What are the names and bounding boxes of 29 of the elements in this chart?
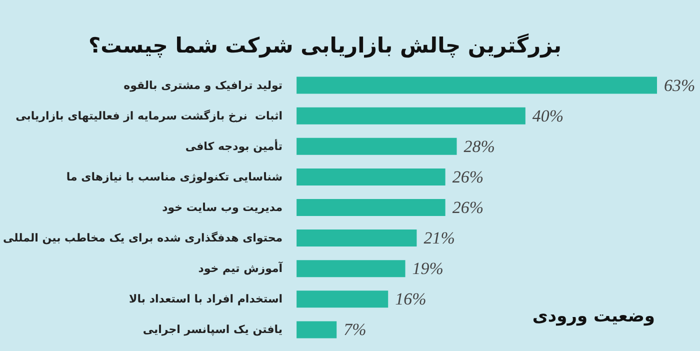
data-label: 19%: [412, 259, 444, 278]
data-label: 7%: [344, 320, 366, 340]
y-tick-label: محتوای هدفگذاری شده برای یک مخاطب بین المللی: [2, 232, 283, 245]
bar: [296, 260, 406, 278]
bar: [296, 107, 526, 124]
y-tick-label: مدیریت وب سایت خود: [162, 201, 283, 214]
data-label: 40%: [532, 106, 564, 126]
y-tick-label: تأمین بودجه کافی: [185, 138, 283, 153]
chart-title: بزرگترین چالش بازاریابی شرکت شما چیست؟: [88, 32, 562, 58]
data-label: 16%: [395, 290, 426, 309]
bar: [296, 230, 417, 247]
data-label: 63%: [664, 76, 696, 95]
annotation: وضعیت ورودی: [532, 306, 656, 326]
y-tick-label: آموزش تیم خود: [198, 261, 283, 276]
bar: [296, 290, 388, 308]
y-tick-label: شناسایی تکنولوژی مناسب با نیازهای ما: [66, 170, 283, 184]
bar: [296, 199, 446, 216]
y-tick-label: اثبات نرخ بازگشت سرمایه از فعالیتهای بازاریابی: [16, 109, 283, 122]
y-tick-label: تولید ترافیک و مشتری بالقوه: [124, 78, 283, 92]
bar: [296, 168, 446, 186]
bar: [296, 138, 457, 155]
data-label: 26%: [452, 198, 484, 217]
data-label: 26%: [452, 167, 484, 186]
bar: [296, 76, 657, 94]
y-tick-label: یافتن یک اسپانسر اجرایی: [142, 323, 283, 336]
y-tick-label: استخدام افراد با استعداد بالا: [129, 292, 283, 306]
bar: [296, 321, 337, 338]
data-label: 28%: [464, 136, 495, 156]
data-label: 21%: [424, 228, 455, 248]
